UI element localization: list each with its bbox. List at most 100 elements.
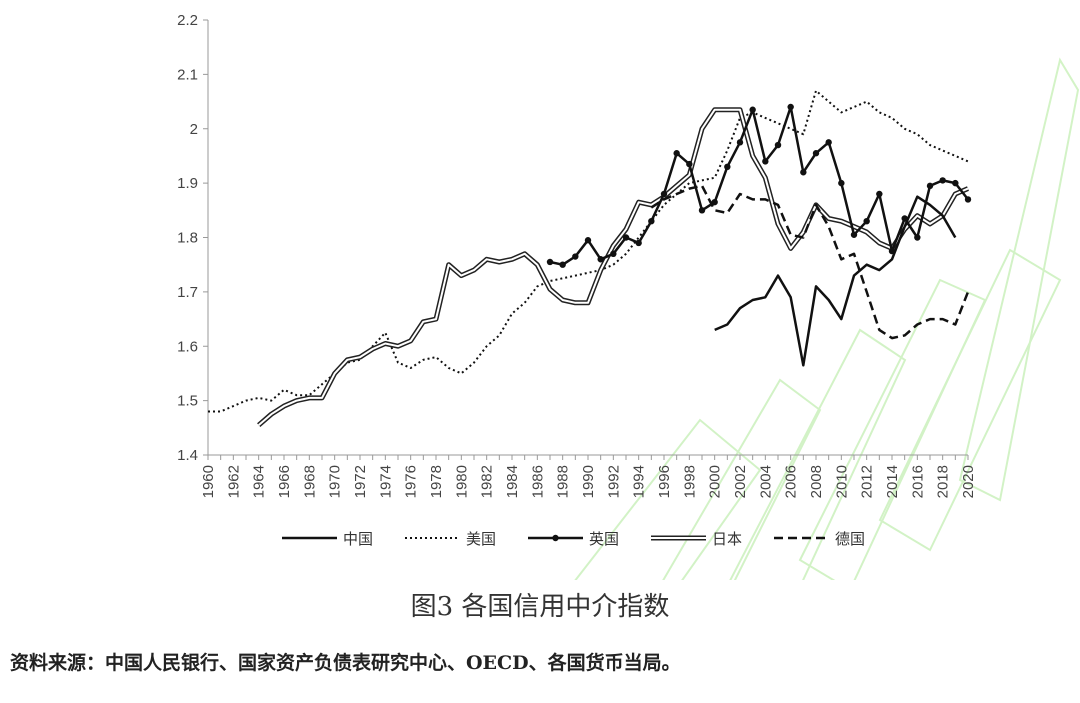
- legend-item-中国: 中国: [282, 530, 373, 548]
- x-tick-label: 1976: [403, 465, 420, 498]
- series-point: [787, 103, 794, 111]
- series-point: [572, 253, 579, 260]
- y-tick-label: 2.2: [177, 12, 198, 29]
- axes: 1.4 1.5 1.6 1.7 1.8 1.9 2 2.1 2.2 1960 1962 1964 196…: [177, 12, 977, 498]
- series-point: [952, 179, 959, 187]
- x-tick-label: 1978: [428, 465, 445, 498]
- x-tick-label: 1968: [301, 465, 318, 498]
- x-tick-label: 1982: [479, 465, 496, 498]
- legend-label: 中国: [343, 530, 373, 548]
- y-tick-label: 1.8: [177, 230, 198, 247]
- series-point: [635, 239, 642, 247]
- series-point: [774, 141, 782, 149]
- x-tick-label: 1998: [681, 465, 698, 498]
- x-tick-label: 1960: [200, 465, 217, 498]
- x-tick-label: 1980: [453, 465, 470, 498]
- series-point: [888, 247, 896, 255]
- x-tick-label: 1984: [504, 465, 521, 498]
- series-line-inner: [258, 108, 969, 426]
- series-日本: [257, 107, 969, 427]
- legend-item-日本: 日本: [651, 530, 742, 548]
- x-tick-label: 1966: [276, 465, 293, 498]
- x-tick-label: 1974: [377, 465, 394, 498]
- line-chart: 1.4 1.5 1.6 1.7 1.8 1.9 2 2.1 2.2 1960 1962 1964 196…: [177, 12, 1080, 580]
- x-tick-label: 1992: [605, 465, 622, 498]
- series-point: [863, 217, 870, 225]
- x-tick-label: 2008: [808, 465, 825, 498]
- series-line: [549, 105, 969, 266]
- x-tick-label: 1986: [529, 465, 546, 498]
- series-德国: [650, 184, 970, 340]
- x-tick-label: 2002: [732, 465, 749, 498]
- x-tick-label: 1996: [656, 465, 673, 498]
- series-point: [812, 150, 820, 157]
- x-tick-label: 2012: [859, 465, 876, 498]
- series-point: [964, 196, 972, 203]
- figure-source: 资料来源：中国人民银行、国家资产负债表研究中心、OECD、各国货币当局。: [10, 652, 681, 674]
- series-point: [584, 237, 592, 244]
- y-tick-label: 1.4: [177, 447, 198, 464]
- series-point: [838, 179, 845, 187]
- series-point: [926, 182, 934, 190]
- x-tick-label: 2018: [935, 465, 952, 498]
- x-tick-label: 2000: [707, 465, 724, 498]
- x-tick-label: 1990: [580, 465, 597, 498]
- legend-label: 美国: [466, 530, 496, 548]
- series-point: [698, 207, 706, 214]
- y-tick-label: 1.5: [177, 393, 198, 410]
- y-tick-label: 2.1: [177, 66, 198, 83]
- series-point: [610, 250, 617, 258]
- x-tick-label: 2006: [783, 465, 800, 498]
- x-tick-label: 2016: [909, 465, 926, 498]
- series-point: [825, 139, 832, 146]
- series-point: [711, 198, 718, 206]
- y-tick-label: 1.6: [177, 338, 198, 355]
- series-line: [714, 195, 957, 367]
- legend-item-英国: 英国: [528, 530, 619, 548]
- x-tick-label: 2020: [960, 465, 977, 498]
- x-tick-label: 1962: [225, 465, 242, 498]
- series-point: [660, 190, 668, 198]
- series-point: [724, 163, 731, 171]
- series-point: [762, 158, 769, 165]
- x-tick-label: 1972: [352, 465, 369, 498]
- series-point: [800, 169, 807, 176]
- legend-label: 日本: [712, 530, 742, 548]
- legend-marker: [552, 534, 559, 542]
- series-line: [208, 89, 969, 413]
- series-point: [686, 160, 693, 168]
- series-point: [914, 234, 921, 241]
- series-point: [546, 258, 554, 266]
- series-point: [901, 215, 908, 222]
- series-point: [673, 150, 680, 157]
- series-point: [559, 261, 566, 268]
- x-tick-label: 1970: [327, 465, 344, 498]
- legend-item-德国: 德国: [774, 530, 865, 548]
- x-tick-label: 1964: [251, 465, 268, 498]
- legend-label: 德国: [835, 530, 865, 548]
- series-line: [650, 184, 970, 340]
- series-point: [648, 217, 655, 225]
- x-tick-label: 1988: [555, 465, 572, 498]
- series-point: [597, 256, 604, 263]
- series-point: [850, 231, 858, 238]
- series-中国: [714, 195, 957, 367]
- series-英国: [546, 103, 972, 268]
- y-tick-label: 2: [190, 121, 198, 138]
- series-line: [257, 107, 969, 427]
- x-tick-label: 2010: [833, 465, 850, 498]
- x-tick-label: 2014: [884, 465, 901, 498]
- series-point: [876, 190, 883, 198]
- legend-label: 英国: [589, 530, 619, 548]
- watermark: [574, 57, 1080, 580]
- x-tick-label: 1994: [631, 465, 648, 498]
- legend: 中国 美国 英国 日本 德国: [282, 530, 865, 548]
- legend-item-美国: 美国: [405, 530, 496, 548]
- series-point: [749, 106, 756, 113]
- series-point: [622, 234, 630, 241]
- y-tick-label: 1.9: [177, 175, 198, 192]
- series-layer: [208, 89, 972, 427]
- series-point: [939, 177, 946, 184]
- x-tick-label: 2004: [757, 465, 774, 498]
- series-美国: [208, 89, 969, 413]
